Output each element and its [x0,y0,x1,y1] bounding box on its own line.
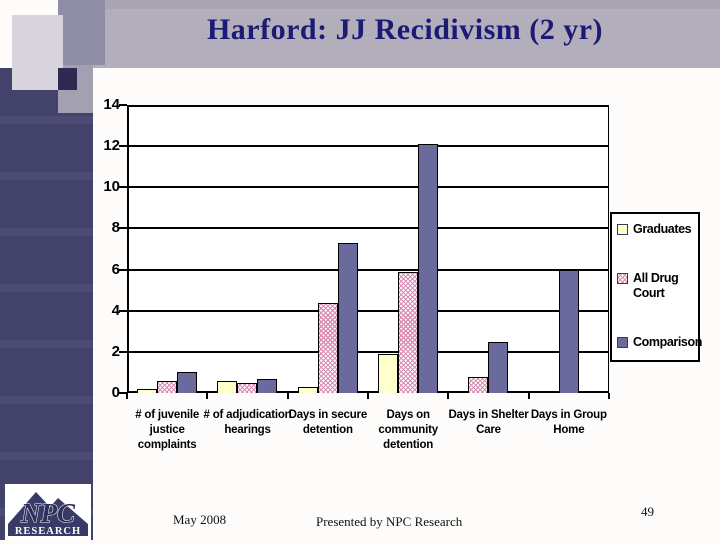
bar-graduates [378,353,399,393]
legend-label: All Drug Court [633,271,679,300]
bar-all_drug_court [157,380,178,393]
gridline [127,350,609,353]
bar-comparison [558,269,579,393]
bar-all_drug_court [237,382,258,393]
y-axis-tick-label: 0 [111,384,120,401]
y-axis-tick [119,392,127,394]
page-number: 49 [641,504,654,519]
bar-comparison [257,378,278,393]
gridline [127,227,609,230]
bar-graduates [137,388,158,393]
y-axis-tick-label: 12 [103,137,120,155]
bar-all_drug_court [468,376,489,393]
sidebar-bar [0,68,93,540]
y-axis-tick-label: 10 [103,178,120,196]
x-axis-category-label: # of adjudication hearings [203,409,292,437]
x-axis-tick [367,393,369,399]
legend-swatch-all_drug_court [617,273,628,284]
x-axis-tick [126,393,128,399]
category-cluster [127,105,207,393]
x-axis-tick [447,393,450,399]
title-band [58,0,720,68]
category-cluster [288,105,368,393]
plot-area [127,105,609,393]
x-axis-category-label: Days on community detention [378,409,438,452]
y-axis-tick-label: 8 [111,219,120,237]
legend: Graduates All Drug Court Comparison [610,212,702,362]
page-title: Harford: JJ Recidivism (2 yr) [206,13,604,46]
bar-comparison [337,242,358,393]
legend-item: Comparison [617,335,702,350]
bar-graduates [297,386,318,393]
x-axis-tick [527,393,530,399]
bar-comparison [177,372,198,393]
x-axis-category-label: Days in Group Home [530,409,607,437]
logo-text: NPC [20,498,76,528]
x-axis-category-label: Days in secure detention [288,409,368,437]
mountain-icon [8,492,88,524]
x-axis-category-label: Days in Shelter Care [448,409,529,437]
decor-square-medium [58,0,105,65]
category-cluster [448,105,528,393]
bar-comparison [418,144,439,393]
bar-all_drug_court [317,302,338,393]
logo-subtext: RESEARCH [15,526,81,537]
category-cluster [529,105,609,393]
category-cluster [207,105,287,393]
legend-item: All Drug Court [617,271,696,301]
footer-credit: Presented by NPC Research [316,514,463,529]
legend-label: Comparison [633,335,702,349]
bar-graduates [217,380,238,393]
x-axis-tick [286,393,289,399]
y-axis-tick [119,186,127,189]
y-axis-tick [119,350,127,353]
legend-label: Graduates [633,222,692,236]
x-axis-tick [608,393,610,399]
y-axis-tick-label: 4 [111,301,120,319]
gridline [127,145,609,148]
npc-logo-graphic: NPC RESEARCH [5,484,91,540]
legend-swatch-graduates [617,224,628,235]
bar-comparison [488,341,509,393]
y-axis-tick-label: 2 [111,342,120,360]
y-axis-tick-label: 6 [111,260,120,278]
legend-swatch-comparison [617,337,628,348]
x-axis-tick [206,393,209,399]
y-axis-tick [119,309,127,312]
gridline [127,268,609,271]
x-axis-category-label: # of juvenile justice complaints [135,409,200,452]
y-axis-tick [119,145,127,148]
legend-item: Graduates [617,222,696,237]
gridline [127,309,609,312]
y-axis-tick [119,268,127,271]
category-cluster [368,105,448,393]
npc-research-logo: NPC RESEARCH [5,484,91,540]
footer-date: May 2008 [173,512,227,527]
bar-all_drug_court [398,271,419,393]
y-axis-tick [119,104,127,106]
gridline [127,186,609,189]
y-axis-tick [119,227,127,230]
y-axis-tick-label: 14 [103,96,120,113]
decor-square-light [12,15,63,90]
decor-square-dark [58,68,77,90]
